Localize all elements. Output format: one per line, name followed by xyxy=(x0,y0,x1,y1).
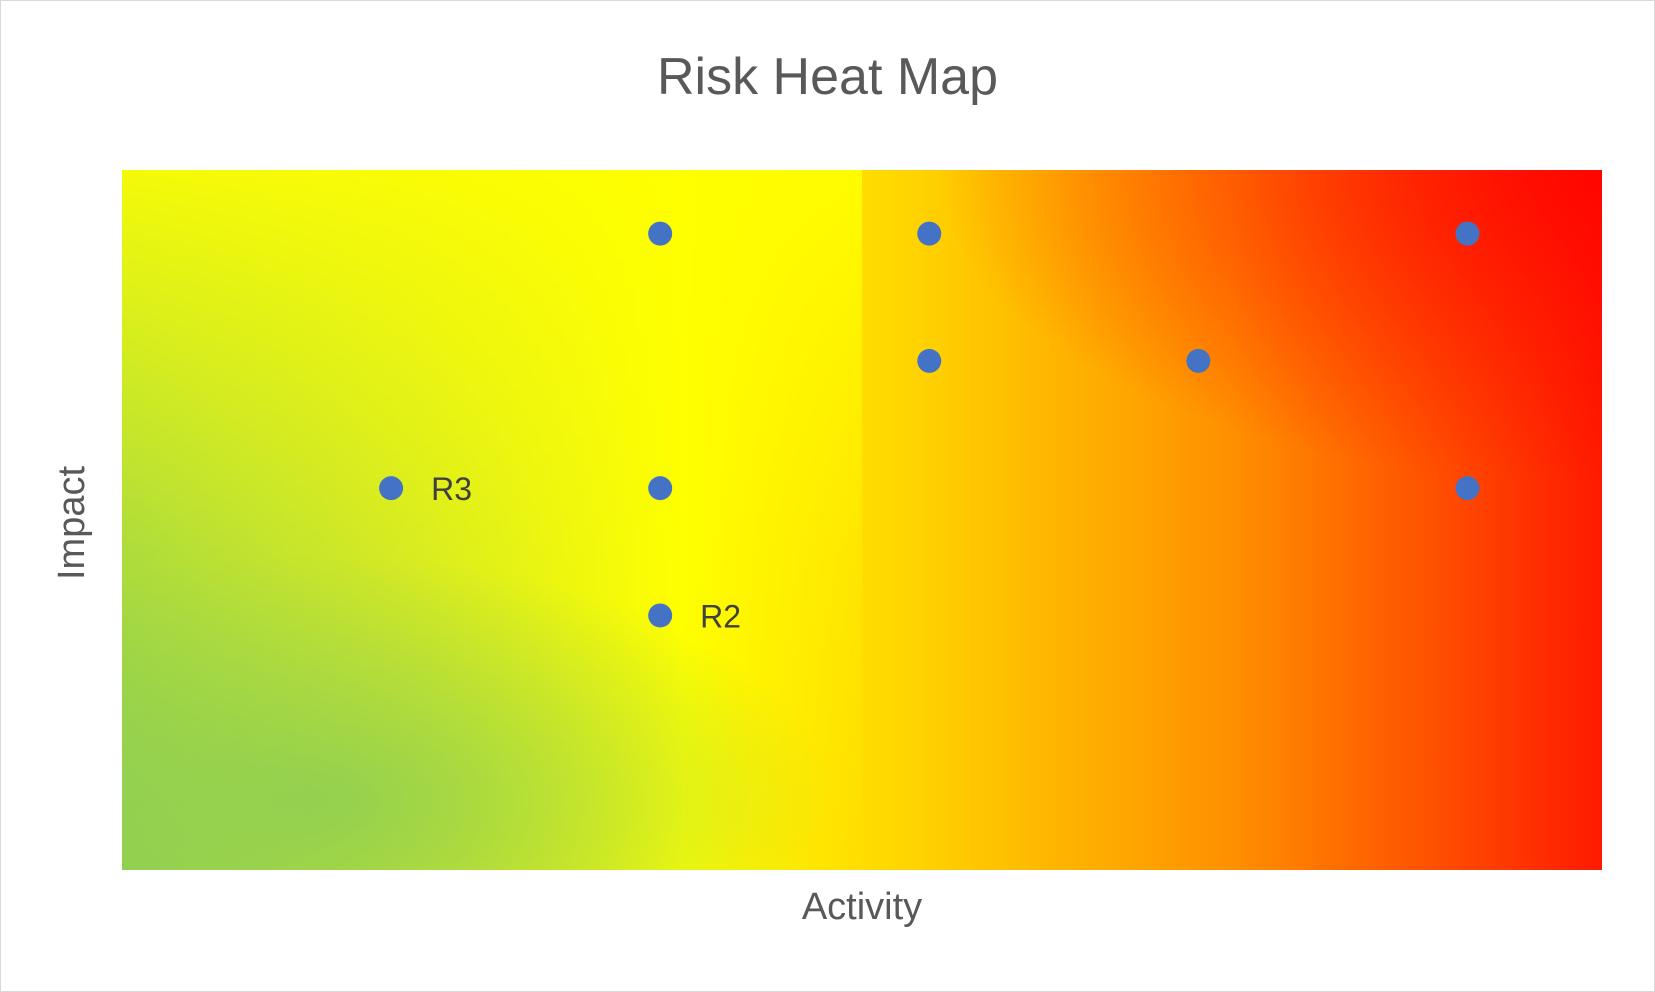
data-point xyxy=(917,348,942,373)
data-point xyxy=(648,476,673,501)
data-point xyxy=(648,221,673,246)
data-point xyxy=(1455,476,1480,501)
data-label: R3 xyxy=(431,471,472,507)
chart-title: Risk Heat Map xyxy=(657,48,998,106)
data-point xyxy=(379,476,404,501)
data-point xyxy=(648,603,673,628)
x-axis-title: Activity xyxy=(801,886,923,928)
data-point xyxy=(1186,348,1211,373)
data-points: R3 R2 xyxy=(379,221,1480,634)
data-point xyxy=(917,221,942,246)
y-axis-title: Impact xyxy=(51,465,93,581)
heat-gradient-red-overlay xyxy=(122,170,1602,870)
data-point xyxy=(1455,221,1480,246)
data-label: R2 xyxy=(700,598,741,634)
